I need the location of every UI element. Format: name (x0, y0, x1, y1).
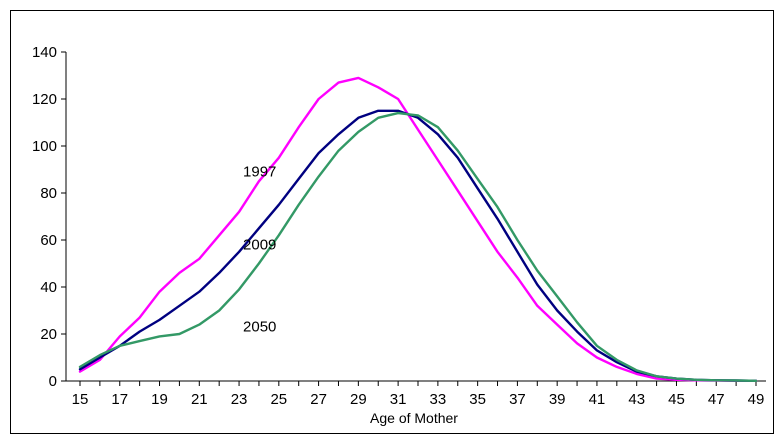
x-tick-label: 29 (350, 391, 367, 408)
x-tick-label: 31 (390, 391, 407, 408)
series-line-1997 (78, 76, 758, 382)
y-tick-label: 60 (40, 232, 57, 249)
x-tick-label: 17 (111, 391, 128, 408)
x-tick-label: 49 (748, 391, 765, 408)
series-label-1997: 1997 (243, 164, 276, 181)
series-label-2050: 2050 (243, 319, 276, 336)
x-axis-title: Age of Mother (370, 410, 458, 426)
y-tick-label: 140 (32, 44, 57, 61)
y-tick-label: 20 (40, 326, 57, 343)
x-tick-label: 45 (668, 391, 685, 408)
x-tick-label: 35 (469, 391, 486, 408)
x-tick-label: 41 (589, 391, 606, 408)
y-axis: 0 20 40 60 80 100 120 140 (32, 44, 67, 390)
x-tick-label: 27 (310, 391, 327, 408)
series-lines (78, 76, 758, 382)
y-tick-label: 100 (32, 138, 57, 155)
y-tick-label: 120 (32, 91, 57, 108)
x-tick-label: 33 (430, 391, 447, 408)
series-line-2050 (78, 111, 758, 382)
x-tick-label: 25 (270, 391, 287, 408)
x-tick-label: 19 (151, 391, 168, 408)
x-tick-label: 15 (72, 391, 89, 408)
series-label-2009: 2009 (243, 236, 276, 253)
series-line-2009 (78, 109, 758, 382)
series-labels: 1997 2009 2050 (243, 164, 276, 336)
x-tick-label: 43 (628, 391, 645, 408)
x-tick-label: 37 (509, 391, 526, 408)
x-tick-label: 23 (231, 391, 248, 408)
chart-frame (10, 10, 774, 434)
x-tick-label: 47 (708, 391, 725, 408)
x-axis: 15 17 19 21 23 25 27 29 31 33 35 37 39 41 43 45 47 49 (66, 380, 766, 408)
x-tick-label: 39 (549, 391, 566, 408)
y-tick-label: 80 (40, 185, 57, 202)
x-tick-label: 21 (191, 391, 208, 408)
y-tick-label: 40 (40, 279, 57, 296)
y-tick-label: 0 (49, 373, 57, 390)
